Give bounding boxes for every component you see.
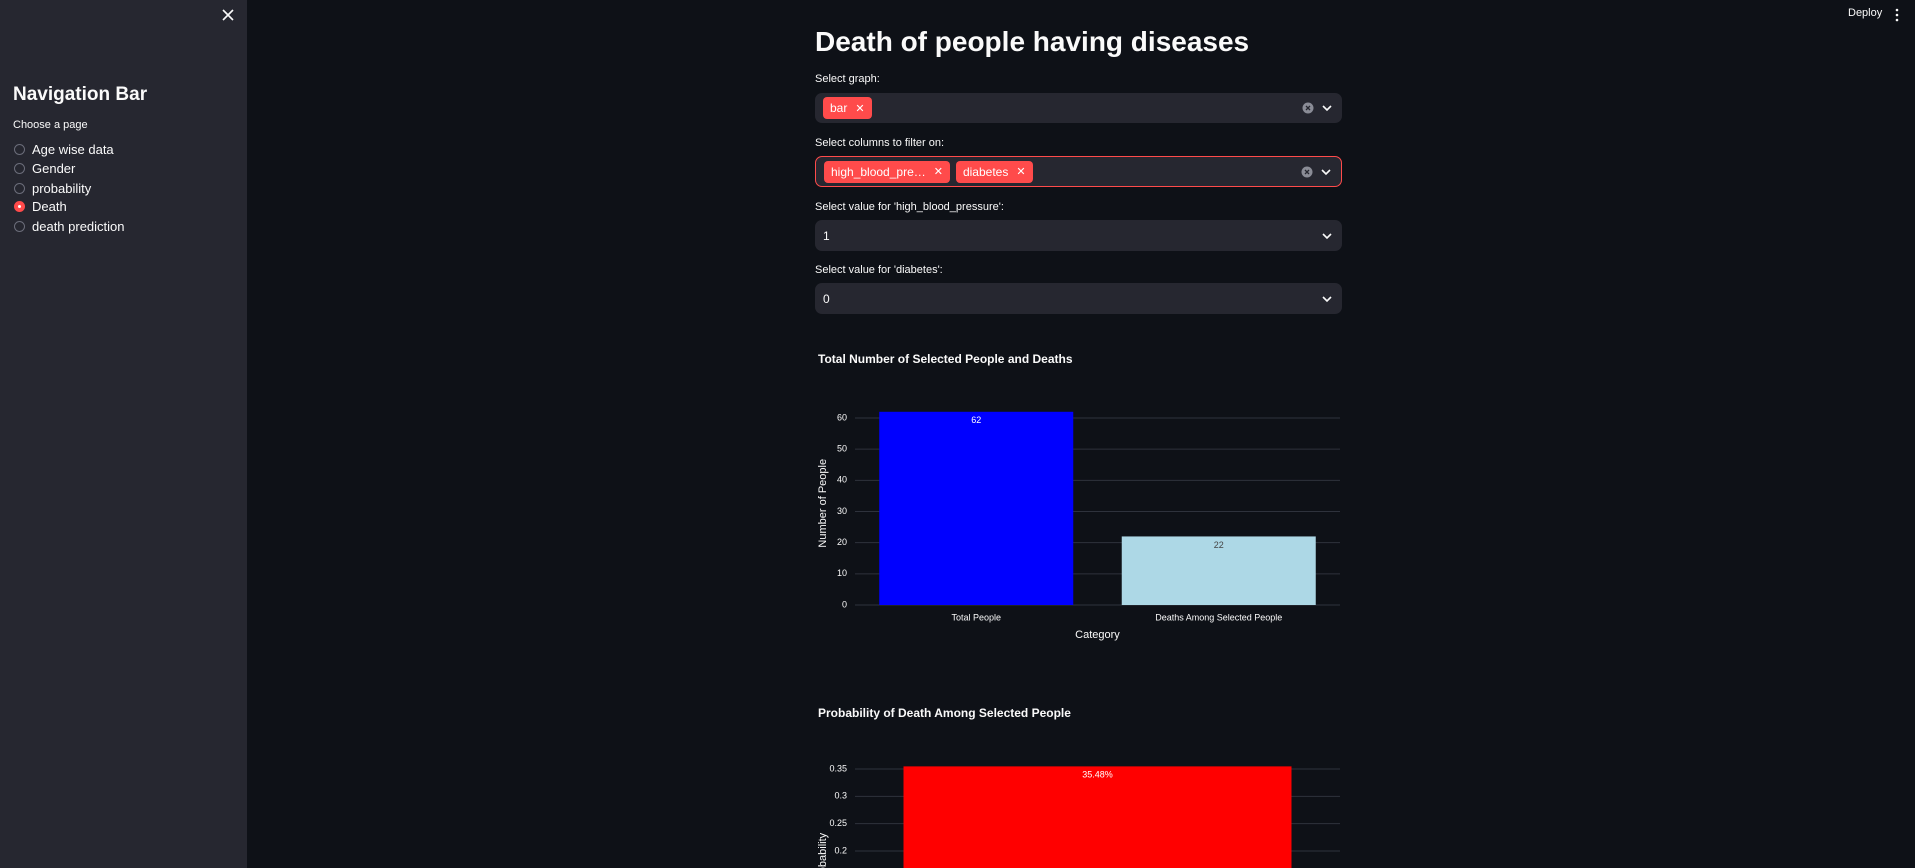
widget-label: Select value for 'high_blood_pressure': bbox=[815, 201, 1004, 213]
multiselect[interactable]: bar ✕ bbox=[815, 93, 1342, 123]
y-tick-label: 40 bbox=[837, 475, 847, 485]
chip[interactable]: diabetes ✕ bbox=[955, 160, 1033, 183]
radio-option[interactable]: Death bbox=[14, 197, 67, 215]
selectbox[interactable]: 1 bbox=[815, 220, 1342, 251]
radio-option[interactable]: probability bbox=[14, 179, 91, 197]
bar bbox=[879, 411, 1074, 605]
y-tick-label: 30 bbox=[837, 506, 847, 516]
radio-dot[interactable] bbox=[14, 220, 25, 232]
radio-text: death prediction bbox=[32, 218, 125, 234]
radio-text: Death bbox=[32, 198, 67, 214]
chip[interactable]: bar ✕ bbox=[823, 97, 872, 119]
chevron[interactable] bbox=[1322, 295, 1332, 303]
chip-text: high_blood_pre… bbox=[831, 164, 926, 179]
select-value: 1 bbox=[823, 228, 830, 243]
main-menu[interactable] bbox=[1894, 8, 1900, 22]
y-tick-label: 10 bbox=[837, 568, 847, 578]
bar bbox=[903, 766, 1292, 868]
chevron[interactable] bbox=[1322, 104, 1332, 112]
close-sidebar[interactable] bbox=[222, 9, 234, 21]
radio-dot[interactable] bbox=[14, 143, 25, 155]
select-icons bbox=[1302, 102, 1332, 114]
chip[interactable]: high_blood_pre… ✕ bbox=[824, 160, 950, 183]
bar bbox=[1121, 536, 1316, 605]
value-label: 62 bbox=[971, 415, 981, 425]
radio-option[interactable]: Age wise data bbox=[14, 140, 114, 158]
radio-dot[interactable] bbox=[14, 200, 25, 212]
radio-dot[interactable] bbox=[14, 162, 25, 174]
sidebar: Navigation Bar Choose a page Age wise da… bbox=[0, 0, 247, 868]
y-axis-title: Probability bbox=[817, 832, 829, 868]
y-tick-label: 60 bbox=[837, 412, 847, 422]
chart-title: Total Number of Selected People and Deat… bbox=[818, 352, 1073, 366]
radio-text: Gender bbox=[32, 160, 76, 176]
y-tick-label: 0.3 bbox=[834, 791, 847, 801]
widget-label: Select columns to filter on: bbox=[815, 137, 945, 149]
radio-text: Age wise data bbox=[32, 141, 114, 157]
chevron[interactable] bbox=[1321, 168, 1331, 176]
y-tick-label: 0.2 bbox=[834, 845, 847, 855]
widget-label: Select graph: bbox=[815, 73, 880, 85]
chip-remove[interactable]: ✕ bbox=[1016, 166, 1026, 178]
select-value: 0 bbox=[823, 291, 830, 306]
deploy-button[interactable]: Deploy bbox=[1848, 7, 1883, 19]
y-tick-label: 0 bbox=[842, 599, 847, 609]
radio-label: Choose a page bbox=[13, 119, 88, 131]
page-title: Death of people having diseases bbox=[815, 26, 1250, 57]
select-icons bbox=[1322, 295, 1332, 303]
radio-dot[interactable] bbox=[14, 182, 25, 194]
chart-title: Probability of Death Among Selected Peop… bbox=[818, 706, 1071, 720]
y-tick-label: 0.25 bbox=[829, 818, 847, 828]
radio-option[interactable]: death prediction bbox=[14, 217, 125, 235]
y-tick-label: 50 bbox=[837, 444, 847, 454]
radio-option[interactable]: Gender bbox=[14, 159, 75, 177]
value-label: 22 bbox=[1214, 540, 1224, 550]
chip-remove[interactable]: ✕ bbox=[855, 102, 865, 115]
chevron[interactable] bbox=[1322, 232, 1332, 240]
multiselect[interactable]: high_blood_pre… ✕ diabetes ✕ bbox=[815, 156, 1342, 187]
chip-text: bar bbox=[830, 101, 848, 115]
radio-text: probability bbox=[32, 180, 92, 196]
sidebar-title: Navigation Bar bbox=[13, 84, 148, 105]
y-axis-title: Number of People bbox=[817, 459, 829, 548]
widget-label: Select value for 'diabetes': bbox=[815, 264, 943, 276]
selectbox[interactable]: 0 bbox=[815, 283, 1342, 314]
x-tick-label: Deaths Among Selected People bbox=[1155, 612, 1282, 622]
chip-remove[interactable]: ✕ bbox=[933, 166, 943, 178]
x-axis-title: Category bbox=[1075, 629, 1120, 641]
y-tick-label: 0.35 bbox=[829, 763, 847, 773]
select-icons bbox=[1322, 232, 1332, 240]
value-label: 35.48% bbox=[1082, 770, 1113, 780]
clear-icon[interactable] bbox=[1301, 166, 1313, 178]
x-tick-label: Total People bbox=[951, 612, 1001, 622]
y-tick-label: 20 bbox=[837, 537, 847, 547]
chip-text: diabetes bbox=[962, 164, 1009, 179]
select-icons bbox=[1301, 166, 1331, 178]
clear-icon[interactable] bbox=[1302, 102, 1314, 114]
